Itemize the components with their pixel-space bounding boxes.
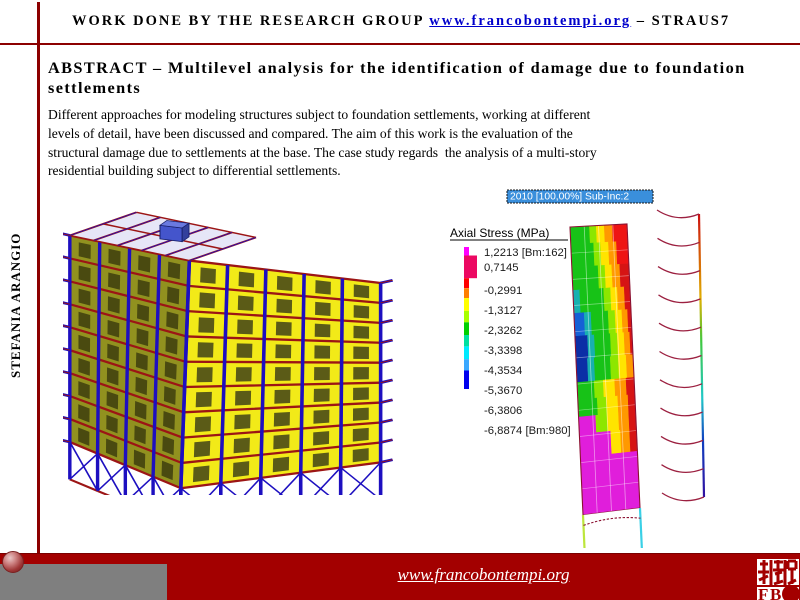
svg-text:-5,3670: -5,3670 [484,385,522,397]
svg-text:-4,3534: -4,3534 [484,365,522,377]
svg-text:0,7145: 0,7145 [484,262,519,274]
svg-text:1,2213 [Bm:162]: 1,2213 [Bm:162] [484,247,567,259]
svg-text:-6,8874 [Bm:980]: -6,8874 [Bm:980] [484,425,571,437]
svg-text:Axial Stress (MPa): Axial Stress (MPa) [450,226,549,240]
svg-text:-0,2991: -0,2991 [484,285,522,297]
svg-text:-2,3262: -2,3262 [484,325,522,337]
svg-text:2010 [100,00%] Sub-Inc:2: 2010 [100,00%] Sub-Inc:2 [510,192,629,203]
svg-text:B: B [770,585,781,600]
svg-text:-1,3127: -1,3127 [484,305,522,317]
svg-text:-6,3806: -6,3806 [484,405,522,417]
svg-text:F: F [758,585,768,600]
svg-text:-3,3398: -3,3398 [484,345,522,357]
